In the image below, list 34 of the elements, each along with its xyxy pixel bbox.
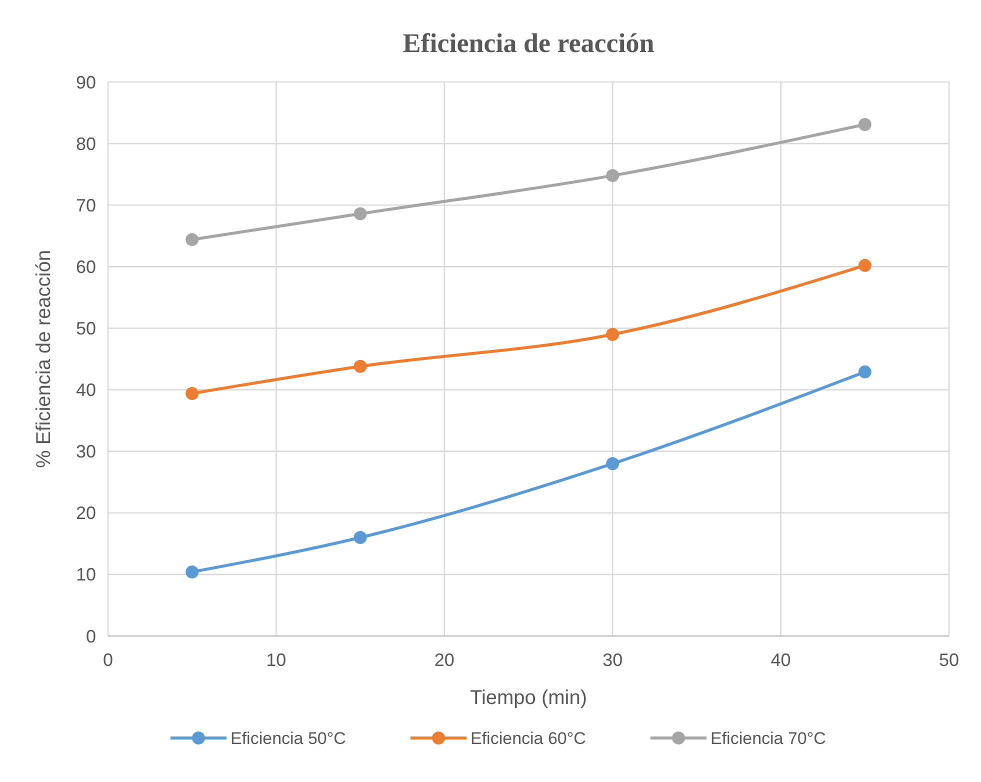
x-tick-label: 0 [102, 650, 114, 670]
point [354, 531, 367, 544]
point [186, 565, 199, 578]
y-tick-label: 80 [76, 134, 96, 154]
x-tick-label: 10 [266, 650, 286, 670]
x-axis-title: Tiempo (min) [470, 687, 588, 709]
point [858, 258, 872, 272]
point [858, 365, 872, 378]
point [606, 328, 620, 341]
point [606, 457, 620, 470]
point [186, 233, 199, 246]
legend-label: Eficiencia 70°C [710, 728, 826, 748]
y-tick-label: 10 [76, 564, 96, 585]
y-tick-label: 70 [76, 195, 96, 216]
y-tick-label: 40 [76, 380, 96, 400]
point [186, 386, 199, 400]
point [354, 207, 367, 220]
x-tick-label: 30 [602, 650, 623, 670]
legend-label: Eficiencia 50°C [230, 728, 346, 748]
x-tick-label: 20 [434, 650, 454, 670]
y-tick-label: 50 [76, 318, 96, 339]
chart-title: Eficiencia de reacción [402, 28, 654, 58]
y-tick-label: 90 [76, 72, 96, 92]
y-tick-label: 60 [76, 256, 96, 277]
point [606, 169, 620, 182]
x-tick-label: 50 [938, 650, 960, 670]
y-tick-label: 30 [76, 442, 96, 462]
y-axis-title: % Eficiencia de reacción [33, 250, 55, 468]
legend-label: Eficiencia 60°C [470, 728, 586, 748]
point [858, 118, 872, 131]
y-tick-label: 0 [86, 626, 96, 646]
x-tick-label: 40 [770, 650, 791, 670]
y-tick-label: 20 [76, 503, 96, 524]
point [354, 360, 367, 373]
